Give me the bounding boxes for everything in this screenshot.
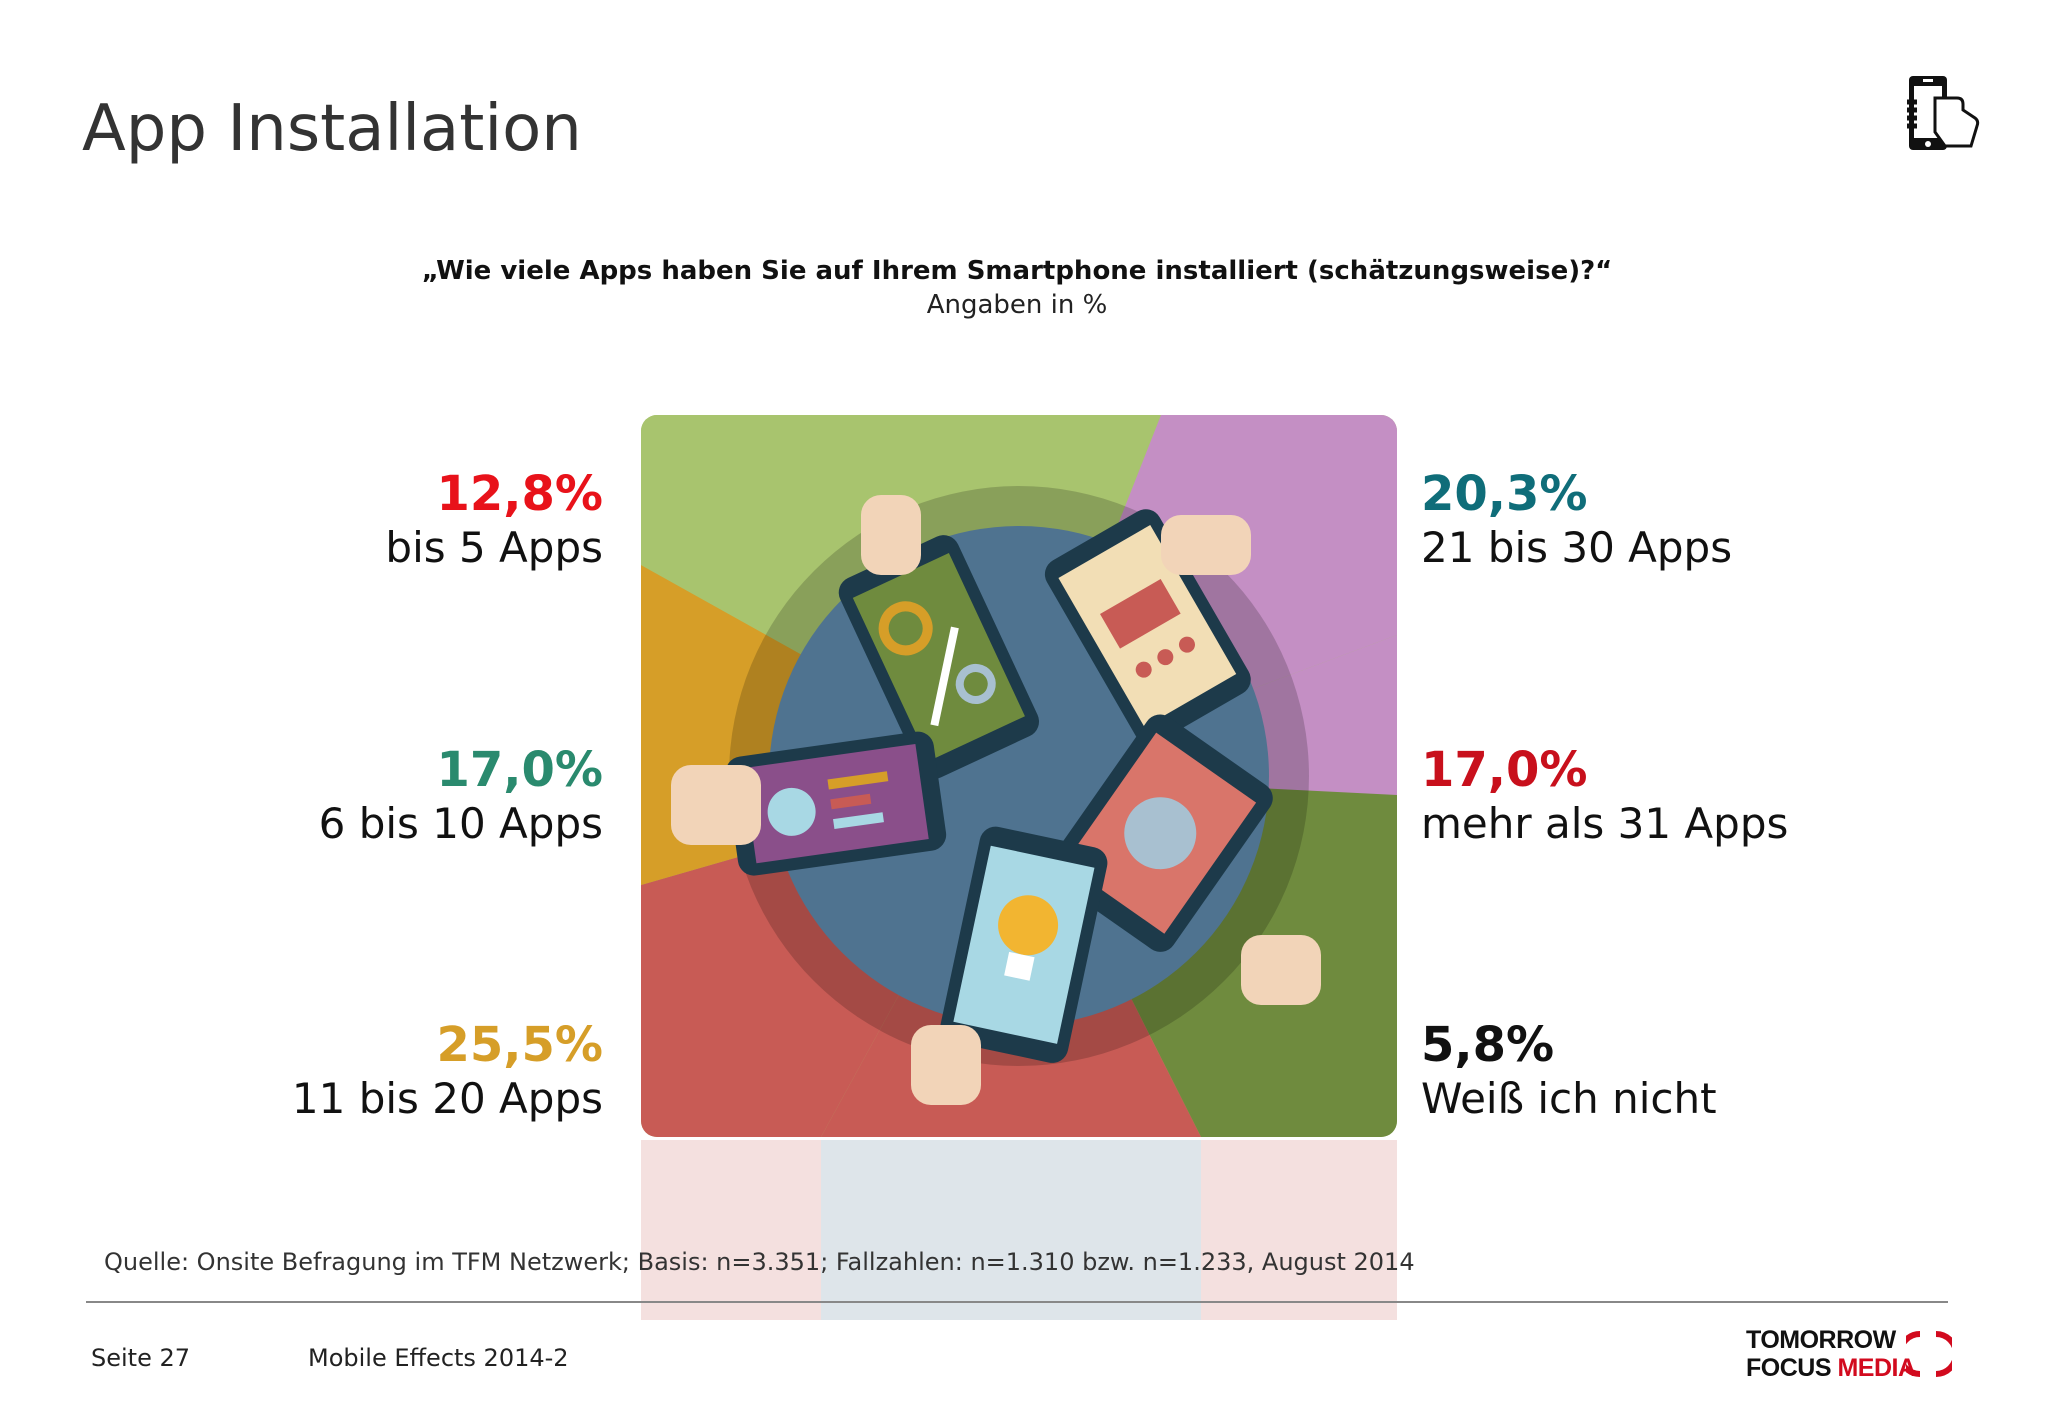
stat-6-to-10: 17,0% 6 bis 10 Apps [43, 742, 603, 850]
smartphone-hand-icon [1907, 76, 1980, 150]
stat-label: mehr als 31 Apps [1421, 799, 1789, 848]
phone-globe [1047, 714, 1273, 952]
footer-divider [86, 1301, 1948, 1303]
illustration-reflection [641, 1140, 1397, 1320]
phone-tools [838, 535, 1040, 779]
report-name: Mobile Effects 2014-2 [308, 1344, 569, 1372]
stat-value: 5,8% [1421, 1017, 1555, 1073]
stat-label: Weiß ich nicht [1421, 1074, 1717, 1123]
stat-value: 12,8% [436, 466, 603, 522]
stat-label: 6 bis 10 Apps [318, 799, 603, 848]
stat-value: 17,0% [436, 742, 603, 798]
page-number: Seite 27 [91, 1344, 191, 1372]
stat-label: bis 5 Apps [385, 523, 603, 572]
stat-value: 25,5% [436, 1017, 603, 1073]
stat-label: 11 bis 20 Apps [291, 1074, 603, 1123]
stat-over-31: 17,0% mehr als 31 Apps [1421, 742, 1941, 850]
stat-dont-know: 5,8% Weiß ich nicht [1421, 1017, 1941, 1125]
phone-shop [1044, 509, 1251, 745]
stat-value: 20,3% [1421, 466, 1588, 522]
stat-value: 17,0% [1421, 742, 1588, 798]
phone-idea [940, 826, 1108, 1063]
stat-up-to-5: 12,8% bis 5 Apps [43, 466, 603, 574]
stat-21-to-30: 20,3% 21 bis 30 Apps [1421, 466, 1941, 574]
stat-label: 21 bis 30 Apps [1421, 523, 1733, 572]
logo-mark-icon [1906, 1331, 1952, 1377]
hands [671, 495, 1321, 1105]
stat-11-to-20: 25,5% 11 bis 20 Apps [43, 1017, 603, 1125]
survey-question: „Wie viele Apps haben Sie auf Ihrem Smar… [421, 256, 1613, 286]
unit-note: Angaben in % [926, 290, 1108, 320]
page-title: App Installation [82, 92, 582, 166]
hands-with-smartphones-illustration [641, 415, 1397, 1137]
source-note: Quelle: Onsite Befragung im TFM Netzwerk… [104, 1248, 1415, 1276]
tomorrow-focus-media-logo: TOMORROW FOCUS MEDIA [1746, 1324, 1952, 1384]
phone-charts [725, 731, 947, 876]
